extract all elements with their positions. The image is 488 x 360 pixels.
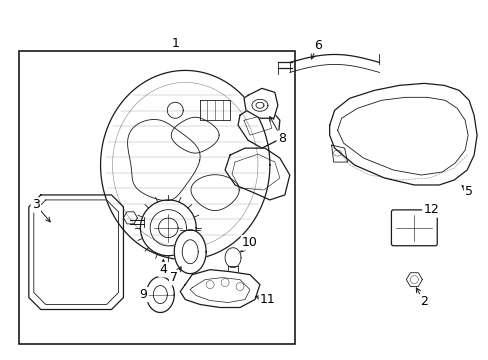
Polygon shape — [329, 84, 476, 185]
Bar — [19, 50, 294, 345]
Text: 2: 2 — [420, 295, 427, 308]
Text: 7: 7 — [170, 271, 178, 284]
Text: 11: 11 — [260, 293, 275, 306]
Text: 4: 4 — [159, 263, 167, 276]
Polygon shape — [238, 105, 279, 148]
Polygon shape — [224, 148, 289, 200]
Text: 8: 8 — [277, 132, 285, 145]
Text: 6: 6 — [313, 39, 321, 52]
Text: 3: 3 — [32, 198, 40, 211]
Text: 5: 5 — [464, 185, 472, 198]
Polygon shape — [101, 71, 269, 260]
Polygon shape — [180, 270, 260, 307]
Text: 9: 9 — [139, 288, 147, 301]
Text: 12: 12 — [423, 203, 438, 216]
Text: 10: 10 — [242, 236, 257, 249]
Polygon shape — [174, 230, 206, 274]
Polygon shape — [29, 195, 123, 310]
FancyBboxPatch shape — [390, 210, 436, 246]
Text: 1: 1 — [171, 37, 179, 50]
Polygon shape — [244, 88, 277, 118]
